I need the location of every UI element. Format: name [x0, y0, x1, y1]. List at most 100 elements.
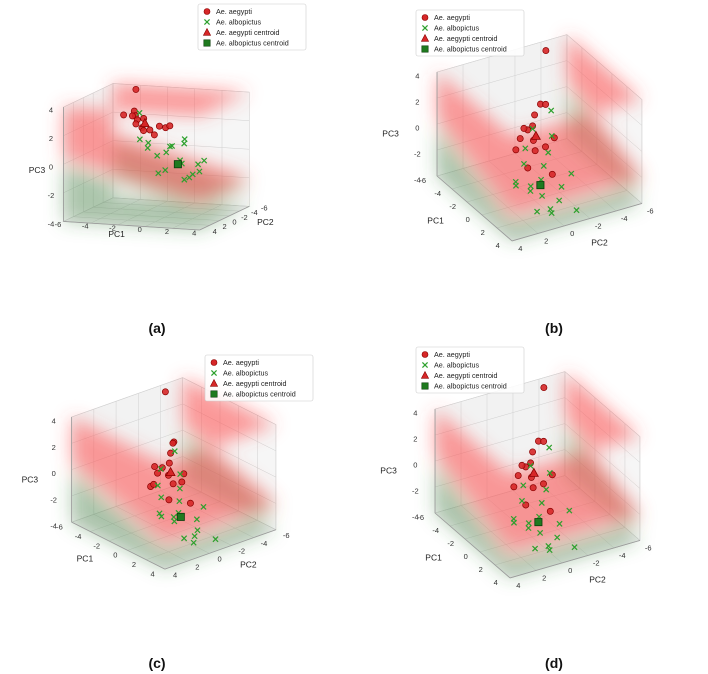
y-tick-label: -4: [261, 539, 268, 548]
albopictus-centroid-marker: [534, 518, 543, 527]
albopictus-point: [190, 539, 197, 546]
x-stroke: [529, 125, 536, 132]
x-stroke: [525, 524, 532, 532]
albopictus-point: [538, 499, 545, 506]
aegypti-point: [120, 111, 128, 119]
axis-edges: [63, 107, 250, 231]
x-stroke: [154, 152, 161, 159]
z-tick-label: -2: [412, 486, 419, 495]
x-stroke: [193, 516, 200, 523]
series-ae-albopictus: [512, 107, 580, 217]
z-tick-label: 0: [49, 162, 53, 171]
aegypti-point: [518, 461, 526, 469]
legend-x-icon: [210, 369, 218, 377]
x-stroke: [540, 162, 547, 169]
red-region: [71, 377, 276, 543]
albopictus-point: [566, 507, 573, 514]
y-axis-line: [164, 529, 277, 570]
axis-edges: [71, 417, 277, 570]
decision-regions: [63, 83, 250, 230]
x-tick-label: -6: [419, 176, 426, 185]
legend-entry: Ae. aegypti: [210, 358, 259, 367]
x-stroke: [512, 182, 519, 189]
series-ae-albopictus-centroid: [534, 518, 543, 527]
albopictus-point: [171, 518, 178, 525]
albopictus-point: [518, 497, 525, 504]
x-axis-label: PC1: [425, 553, 442, 563]
albopictus-point: [540, 162, 547, 169]
decision-regions: [435, 371, 640, 578]
y-tick-label: -6: [645, 544, 652, 553]
legend-box: [415, 346, 525, 394]
x-stroke: [421, 361, 429, 369]
z-tick-label: 2: [415, 97, 419, 106]
y-axis-label: PC2: [257, 217, 274, 227]
x-stroke: [212, 536, 219, 543]
aegypti-point: [165, 496, 173, 504]
x-tick-label: 4: [496, 241, 500, 250]
albopictus-centroid-marker: [536, 181, 545, 190]
albopictus-point: [191, 533, 198, 540]
legend-label: Ae. albopictus: [434, 24, 480, 33]
legend-entry: Ae. aegypti centroid: [202, 27, 280, 37]
x-tick-label: -6: [417, 513, 424, 522]
legend-label: Ae. albopictus: [223, 369, 269, 378]
x-axis-line: [71, 521, 166, 570]
z-tick-label: 2: [52, 443, 56, 452]
x-stroke: [527, 462, 534, 469]
aegypti-point: [546, 507, 554, 515]
gridline-z: [566, 86, 643, 152]
y-tick-label: 0: [568, 566, 572, 575]
albopictus-point: [212, 536, 219, 543]
albopictus-point: [157, 466, 164, 473]
x-stroke: [194, 527, 201, 534]
x-tick-label: 4: [151, 569, 155, 578]
y-axis-label: PC2: [591, 238, 608, 248]
x-stroke: [520, 482, 527, 489]
axis-edges: [434, 409, 641, 579]
aegypti-point: [516, 135, 524, 143]
albopictus-point: [548, 210, 555, 217]
x-stroke: [201, 157, 208, 164]
z-tick-label: 2: [413, 434, 417, 443]
albopictus-point: [163, 149, 170, 156]
z-axis-label: PC3: [380, 465, 397, 475]
y-axis-label: PC2: [240, 559, 257, 569]
y-tick-label: -2: [241, 213, 248, 222]
y-tick-label: -2: [593, 559, 600, 568]
x-stroke: [145, 139, 152, 146]
albopictus-point: [196, 168, 203, 175]
albopictus-point: [556, 520, 563, 527]
aegypti-centroid-marker: [165, 466, 176, 477]
legend-triangle-icon: [420, 33, 430, 42]
albopictus-point: [543, 486, 550, 493]
albopictus-point: [181, 176, 188, 183]
albopictus-point: [162, 167, 169, 174]
x-stroke: [558, 183, 565, 190]
albopictus-point: [194, 527, 201, 534]
albopictus-point: [532, 545, 539, 552]
legend-entry: Ae. aegypti centroid: [420, 33, 498, 43]
x-tick-label: 2: [481, 228, 485, 237]
y-tick-label: 0: [217, 555, 221, 564]
x-stroke: [158, 494, 165, 501]
x-stroke: [554, 534, 561, 541]
x-tick-label: 2: [165, 227, 169, 236]
legend-label: Ae. albopictus centroid: [216, 39, 289, 48]
x-stroke: [573, 207, 580, 214]
legend-label: Ae. aegypti centroid: [223, 379, 287, 388]
legend-triangle-icon: [202, 27, 212, 36]
x-stroke: [200, 503, 207, 510]
y-tick-label: -6: [261, 203, 268, 212]
series-ae-albopictus-centroid: [536, 181, 545, 190]
y-tick-label: -4: [619, 551, 626, 560]
albopictus-point: [154, 152, 161, 159]
albopictus-point: [158, 494, 165, 501]
albopictus-point: [166, 143, 173, 150]
legend-entry: Ae. albopictus: [421, 24, 480, 33]
x-tick-label: -4: [432, 526, 439, 535]
legend-box: [204, 354, 314, 402]
